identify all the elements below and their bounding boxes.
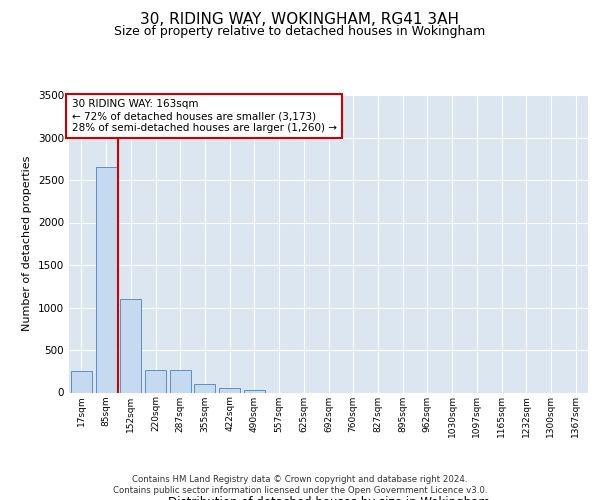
Bar [219,388,240,392]
Text: Contains public sector information licensed under the Open Government Licence v3: Contains public sector information licen… [113,486,487,495]
Bar [194,384,215,392]
Bar [95,167,116,392]
Bar [170,370,191,392]
Text: Size of property relative to detached houses in Wokingham: Size of property relative to detached ho… [115,25,485,38]
Text: Contains HM Land Registry data © Crown copyright and database right 2024.: Contains HM Land Registry data © Crown c… [132,474,468,484]
Text: 30 RIDING WAY: 163sqm
← 72% of detached houses are smaller (3,173)
28% of semi-d: 30 RIDING WAY: 163sqm ← 72% of detached … [71,100,337,132]
Bar [244,390,265,392]
Bar [71,371,92,392]
Bar [120,299,141,392]
X-axis label: Distribution of detached houses by size in Wokingham: Distribution of detached houses by size … [167,496,490,500]
Bar [145,370,166,392]
Y-axis label: Number of detached properties: Number of detached properties [22,156,32,332]
Text: 30, RIDING WAY, WOKINGHAM, RG41 3AH: 30, RIDING WAY, WOKINGHAM, RG41 3AH [140,12,460,28]
